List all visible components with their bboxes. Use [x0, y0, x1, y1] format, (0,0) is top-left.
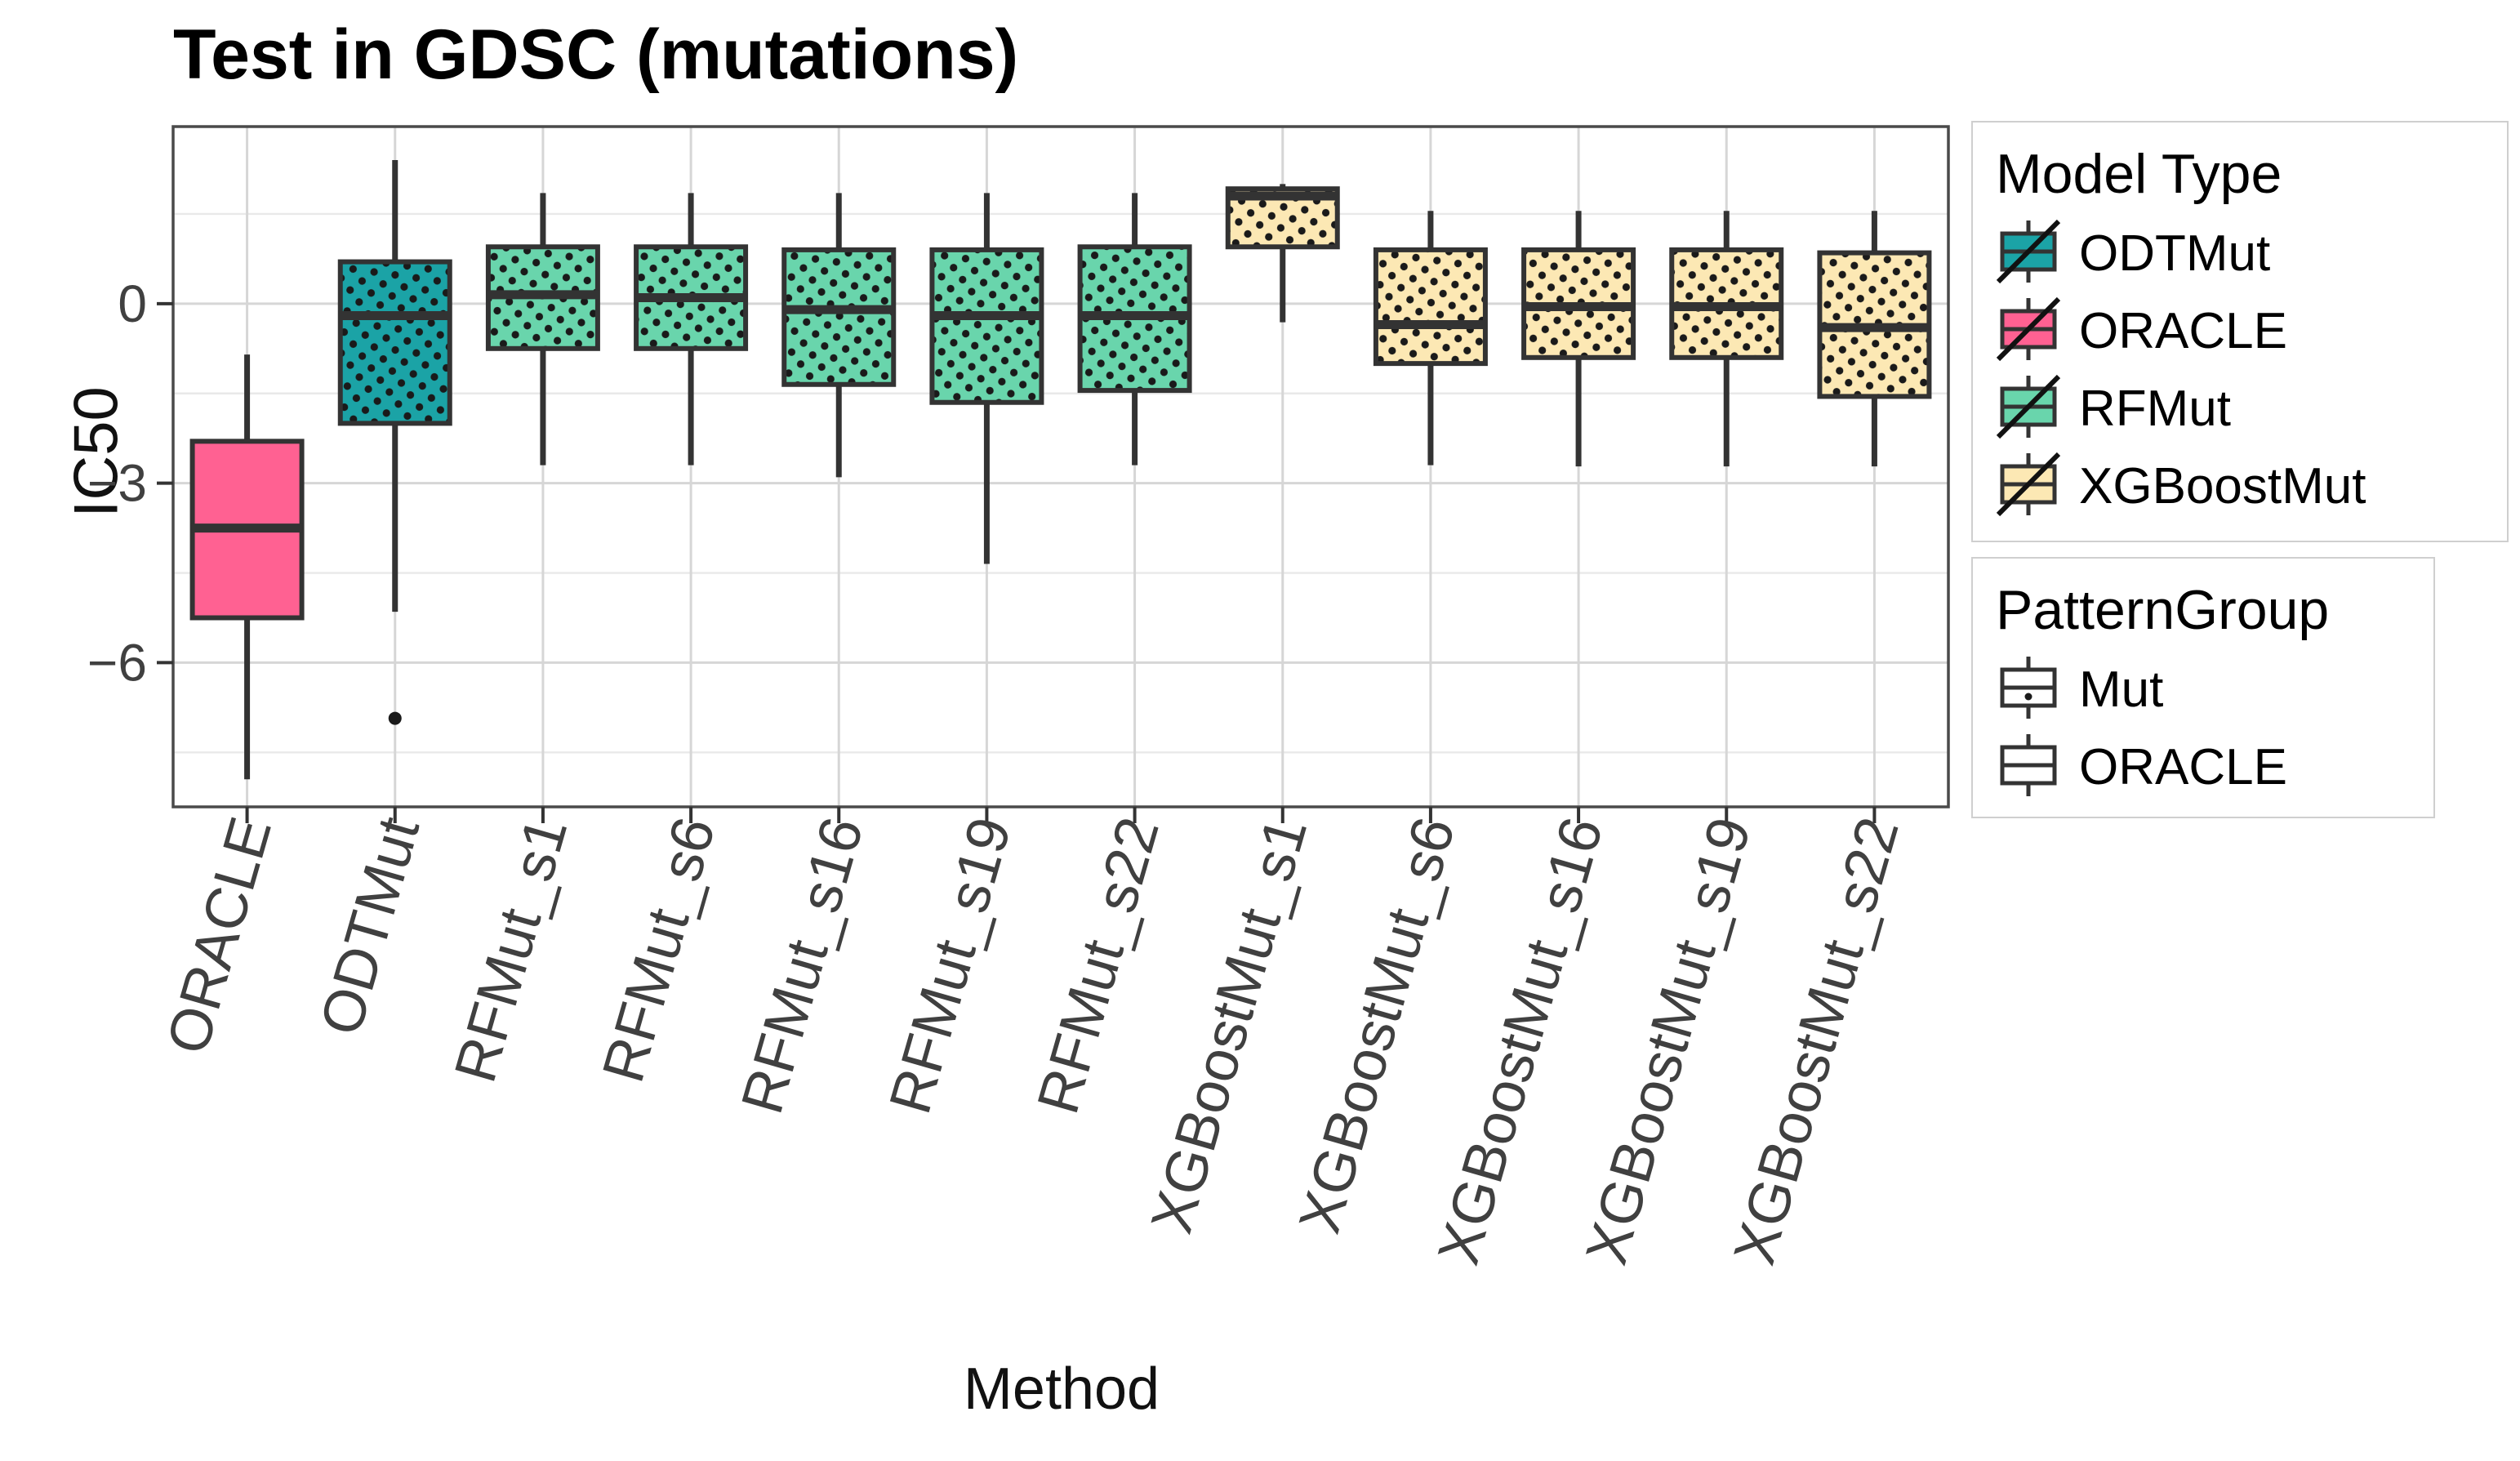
legend-item-XGBoostMut[interactable]: XGBoostMut [1994, 450, 2486, 523]
box-border [337, 259, 452, 426]
box-XGBoostMut_s19[interactable] [1669, 211, 1784, 467]
x-tick-label-XGBoostMut_s22: XGBoostMut_s22 [1721, 810, 1911, 1271]
box-RFMut_s6[interactable] [634, 193, 749, 465]
legend-item-ODTMut[interactable]: ODTMut [1994, 217, 2486, 290]
box-RFMut_s16[interactable] [781, 193, 897, 478]
box-ODTMut[interactable] [337, 160, 452, 725]
box-pattern [1375, 249, 1485, 364]
box-border [1225, 186, 1340, 250]
boxplot-key-icon [1996, 296, 2061, 362]
legend-item-RFMut[interactable]: RFMut [1994, 372, 2486, 445]
box-XGBoostMut_s16[interactable] [1521, 211, 1636, 467]
legend-item-ORACLE[interactable]: ORACLE [1994, 295, 2486, 367]
boxplot-pattern-key-icon [2000, 657, 2057, 719]
x-tick-label-ODTMut: ODTMut [308, 810, 432, 1042]
box-XGBoostMut_s22[interactable] [1817, 211, 1932, 467]
x-tick-label-RFMut_s6: RFMut_s6 [590, 810, 728, 1089]
box-pattern [932, 249, 1042, 403]
box-ORACLE[interactable] [189, 354, 305, 780]
x-tick-label-XGBoostMut_s6: XGBoostMut_s6 [1287, 810, 1467, 1240]
box-border [929, 247, 1044, 405]
legend-item-label: Mut [2079, 661, 2164, 718]
legend-pattern-group-title: PatternGroup [1996, 579, 2330, 641]
outlier-point [388, 711, 402, 725]
x-tick-label-ORACLE: ORACLE [154, 810, 284, 1061]
legend-item-label: ODTMut [2079, 225, 2271, 282]
box-border [781, 247, 897, 387]
legend-model-type: Model Type ODTMut ORACLE RFMut XGBoostMut [1971, 121, 2509, 542]
x-tick-label-RFMut_s1: RFMut_s1 [443, 810, 580, 1089]
legend-pattern-group: PatternGroup Mut ORACLE [1971, 557, 2435, 818]
boxplot-key-icon [1996, 219, 2061, 284]
box-RFMut_s1[interactable] [485, 193, 600, 465]
y-tick-label: −3 [87, 454, 147, 513]
x-tick-label-XGBoostMut_s19: XGBoostMut_s19 [1574, 810, 1763, 1271]
legend-item-label: RFMut [2079, 381, 2231, 437]
boxplot-key-icon [1996, 374, 2061, 439]
x-tick-label-RFMut_s22: RFMut_s22 [1025, 810, 1171, 1120]
box-pattern [784, 249, 894, 385]
panel-background [173, 127, 1948, 807]
boxplot-key-icon [1996, 452, 2061, 517]
x-tick-label-XGBoostMut_s1: XGBoostMut_s1 [1139, 810, 1320, 1240]
box-border [1373, 247, 1488, 367]
box-RFMut_s22[interactable] [1077, 193, 1192, 465]
boxplot-pattern-key-icon [2000, 734, 2057, 796]
box-XGBoostMut_s1[interactable] [1225, 184, 1340, 323]
y-tick-label: −6 [87, 633, 147, 692]
x-tick-label-RFMut_s19: RFMut_s19 [877, 810, 1023, 1120]
box-pattern [340, 261, 450, 424]
legend-item-ORACLE[interactable]: ORACLE [1994, 731, 2412, 804]
chart-title: Test in GDSC (mutations) [173, 16, 1019, 94]
legend-item-label: ORACLE [2079, 739, 2287, 795]
x-axis-title: Method [963, 1356, 1160, 1422]
legend-item-Mut[interactable]: Mut [1994, 653, 2412, 726]
legend-item-label: XGBoostMut [2079, 458, 2366, 514]
box-RFMut_s19[interactable] [929, 193, 1044, 564]
y-tick-label: 0 [118, 274, 147, 333]
legend-item-label: ORACLE [2079, 303, 2287, 359]
legend-model-type-title: Model Type [1996, 143, 2282, 205]
box-XGBoostMut_s6[interactable] [1373, 211, 1488, 465]
x-tick-label-XGBoostMut_s16: XGBoostMut_s16 [1426, 810, 1615, 1271]
x-tick-label-RFMut_s16: RFMut_s16 [729, 810, 875, 1120]
panel-border [171, 125, 1950, 808]
